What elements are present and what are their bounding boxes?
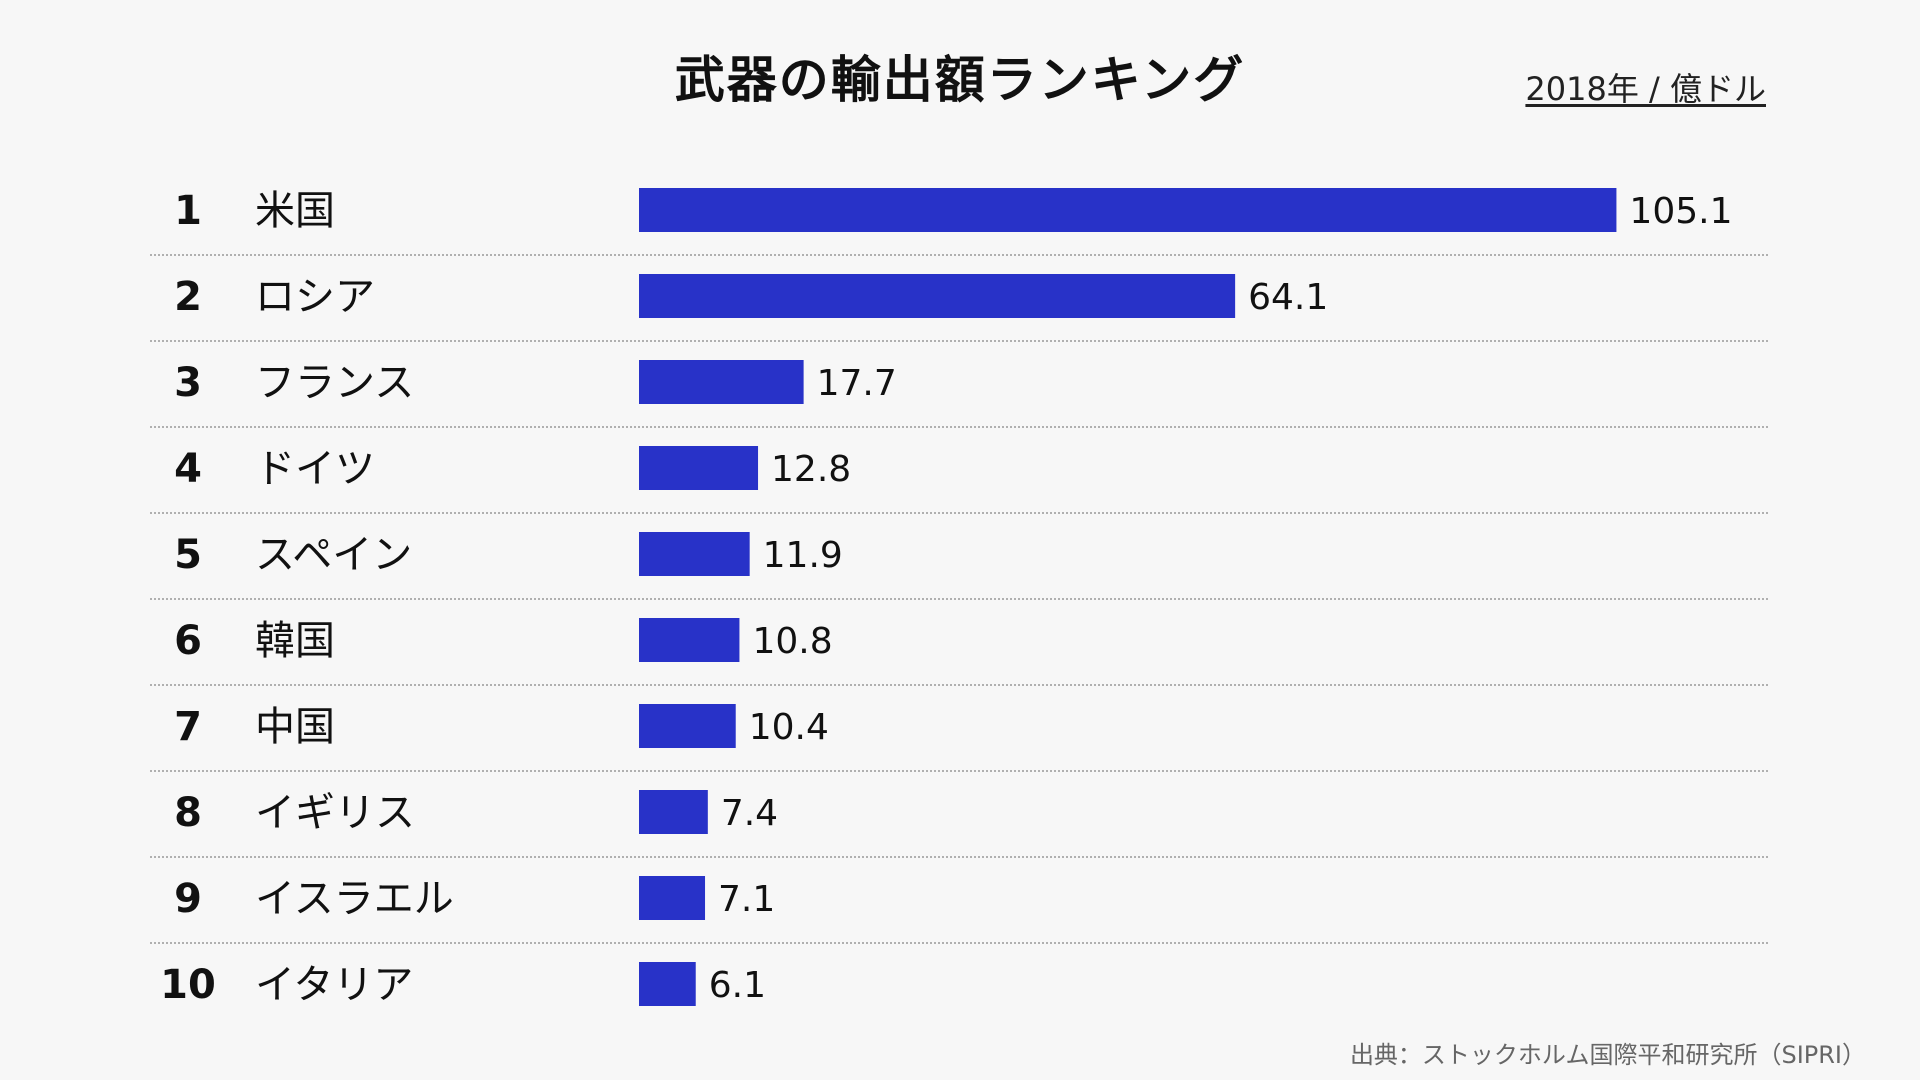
country-label: フランス [255,360,414,406]
value-label: 6.1 [709,965,766,1006]
bar [639,188,1617,232]
country-label: 中国 [255,704,335,750]
value-label: 105.1 [1629,191,1732,232]
rank-label: 4 [174,446,202,492]
bar [639,790,708,834]
rank-label: 9 [174,876,202,922]
rank-label: 1 [174,188,202,234]
country-label: ドイツ [255,446,375,492]
value-label: 10.4 [749,707,829,748]
rank-label: 6 [174,618,202,664]
rank-label: 7 [174,704,202,750]
value-label: 10.8 [752,621,832,662]
country-label: イスラエル [255,876,454,922]
bar [639,446,759,490]
bar [639,962,696,1006]
rank-label: 10 [160,962,216,1008]
country-label: スペイン [255,532,412,578]
bar [639,618,740,662]
rank-label: 2 [174,274,202,320]
country-label: イギリス [255,790,415,836]
value-label: 7.4 [721,793,778,834]
chart-title: 武器の輸出額ランキング [674,51,1246,109]
value-label: 17.7 [817,363,897,404]
unit-label: 2018年 / 億ドル [1525,70,1766,108]
bar [639,274,1236,318]
country-label: ロシア [255,274,375,320]
country-label: 韓国 [255,618,335,664]
value-label: 11.9 [763,535,843,576]
bar [639,876,706,920]
country-label: 米国 [255,188,335,234]
bar [639,532,750,576]
bar [639,360,804,404]
rank-label: 3 [174,360,202,406]
rank-label: 8 [174,790,202,836]
value-label: 7.1 [718,879,775,920]
country-label: イタリア [255,962,413,1008]
rank-label: 5 [174,532,202,578]
source-note: 出典：ストックホルム国際平和研究所（SIPRI） [1349,1041,1866,1069]
bar [639,704,736,748]
value-label: 12.8 [771,449,851,490]
value-label: 64.1 [1248,277,1328,318]
